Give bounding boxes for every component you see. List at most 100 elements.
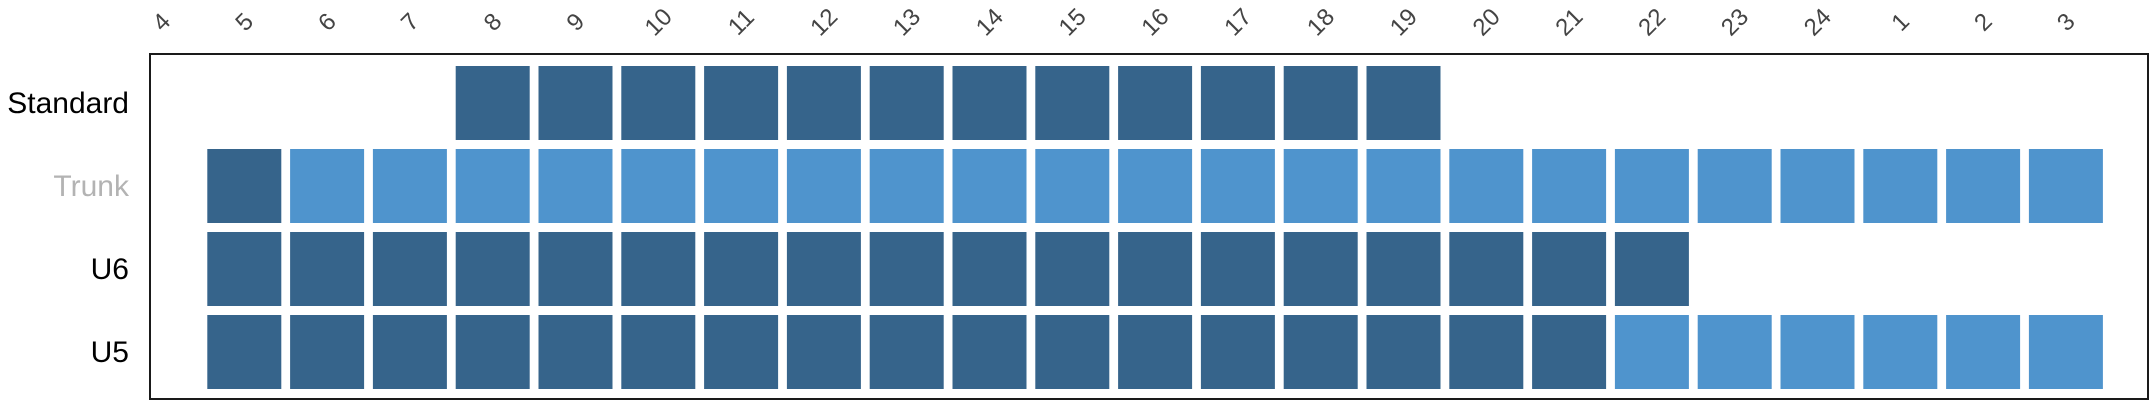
cell-trunk-6 (290, 149, 365, 223)
cell-trunk-19 (1366, 149, 1441, 223)
cell-u5-21 (1532, 315, 1607, 389)
x-tick-label-4: 4 (148, 8, 177, 37)
cell-u5-12 (786, 315, 861, 389)
cell-u5-3 (2028, 315, 2103, 389)
cell-trunk-20 (1449, 149, 1524, 223)
cell-u6-10 (621, 232, 696, 306)
x-tick-label-13: 13 (888, 3, 926, 41)
x-tick-label-7: 7 (396, 8, 425, 37)
cell-trunk-13 (869, 149, 944, 223)
cell-u6-22 (1614, 232, 1689, 306)
cell-u5-7 (372, 315, 447, 389)
row-label-standard: Standard (7, 87, 129, 120)
x-tick-label-23: 23 (1716, 3, 1754, 41)
cell-u6-19 (1366, 232, 1441, 306)
cell-trunk-2 (1946, 149, 2021, 223)
cell-u6-16 (1118, 232, 1193, 306)
cell-standard-11 (704, 66, 779, 140)
cell-u5-22 (1614, 315, 1689, 389)
heatmap-cells (207, 66, 2103, 389)
cell-u5-14 (952, 315, 1027, 389)
cell-u6-12 (786, 232, 861, 306)
x-tick-label-6: 6 (313, 8, 342, 37)
cell-u5-8 (455, 315, 530, 389)
row-label-u5: U5 (91, 336, 129, 369)
x-tick-label-14: 14 (971, 3, 1009, 41)
cell-u6-13 (869, 232, 944, 306)
cell-trunk-12 (786, 149, 861, 223)
cell-u5-6 (290, 315, 365, 389)
cell-u5-15 (1035, 315, 1110, 389)
cell-u5-10 (621, 315, 696, 389)
cell-u5-24 (1780, 315, 1855, 389)
x-tick-label-24: 24 (1799, 3, 1837, 41)
cell-u5-19 (1366, 315, 1441, 389)
cell-u6-5 (207, 232, 282, 306)
cell-trunk-9 (538, 149, 613, 223)
cell-trunk-8 (455, 149, 530, 223)
cell-trunk-21 (1532, 149, 1607, 223)
cell-u5-2 (1946, 315, 2021, 389)
cell-u5-17 (1200, 315, 1275, 389)
cell-u5-20 (1449, 315, 1524, 389)
cell-standard-13 (869, 66, 944, 140)
x-tick-label-19: 19 (1385, 3, 1423, 41)
cell-u5-5 (207, 315, 282, 389)
cell-standard-18 (1283, 66, 1358, 140)
x-tick-label-5: 5 (230, 8, 259, 37)
cell-u5-9 (538, 315, 613, 389)
cell-standard-10 (621, 66, 696, 140)
cell-u6-7 (372, 232, 447, 306)
x-tick-label-2: 2 (1969, 8, 1998, 37)
cell-u6-9 (538, 232, 613, 306)
plot-frame (149, 53, 2149, 400)
x-tick-label-21: 21 (1550, 3, 1588, 41)
x-tick-labels: 4 5 6 7 8 9 10 11 12 13 14 15 16 17 18 19 20 21 22 23 24 1 2 3 (148, 3, 2081, 41)
x-tick-label-18: 18 (1302, 3, 1340, 41)
x-tick-label-8: 8 (479, 8, 508, 37)
cell-trunk-7 (372, 149, 447, 223)
cell-standard-8 (455, 66, 530, 140)
cell-standard-15 (1035, 66, 1110, 140)
cell-u5-23 (1697, 315, 1772, 389)
cell-u6-6 (290, 232, 365, 306)
x-tick-label-22: 22 (1633, 3, 1671, 41)
cell-u6-15 (1035, 232, 1110, 306)
cell-standard-9 (538, 66, 613, 140)
x-tick-label-12: 12 (805, 3, 843, 41)
cell-trunk-10 (621, 149, 696, 223)
cell-standard-19 (1366, 66, 1441, 140)
cell-trunk-15 (1035, 149, 1110, 223)
x-tick-label-11: 11 (723, 4, 760, 41)
cell-u6-18 (1283, 232, 1358, 306)
cell-u6-21 (1532, 232, 1607, 306)
row-label-u6: U6 (91, 253, 129, 286)
cell-trunk-23 (1697, 149, 1772, 223)
cell-trunk-24 (1780, 149, 1855, 223)
cell-trunk-11 (704, 149, 779, 223)
cell-standard-16 (1118, 66, 1193, 140)
cell-u6-11 (704, 232, 779, 306)
cell-u5-1 (1863, 315, 1938, 389)
cell-standard-14 (952, 66, 1027, 140)
cell-u5-18 (1283, 315, 1358, 389)
cell-trunk-1 (1863, 149, 1938, 223)
cell-u5-16 (1118, 315, 1193, 389)
x-tick-label-16: 16 (1136, 3, 1174, 41)
cell-trunk-5 (207, 149, 282, 223)
cell-trunk-17 (1200, 149, 1275, 223)
x-tick-label-3: 3 (2052, 8, 2081, 37)
cell-trunk-22 (1614, 149, 1689, 223)
x-tick-label-10: 10 (640, 3, 678, 41)
x-tick-label-17: 17 (1219, 3, 1257, 41)
x-tick-label-20: 20 (1468, 3, 1506, 41)
cell-trunk-18 (1283, 149, 1358, 223)
cell-u6-14 (952, 232, 1027, 306)
x-tick-label-1: 1 (1886, 8, 1915, 37)
cell-trunk-14 (952, 149, 1027, 223)
cell-u6-8 (455, 232, 530, 306)
cell-trunk-16 (1118, 149, 1193, 223)
row-label-trunk: Trunk (53, 170, 130, 203)
